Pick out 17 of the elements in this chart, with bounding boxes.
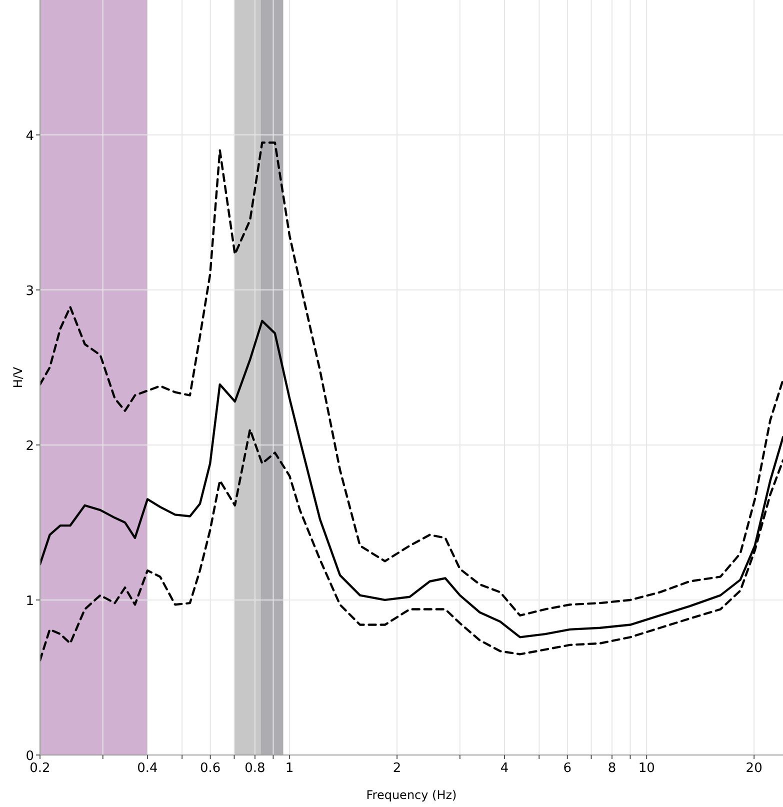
- y-tick-label: 4: [26, 128, 34, 144]
- x-tick-label: 0.6: [200, 761, 221, 776]
- x-axis-title: Frequency (Hz): [366, 788, 457, 802]
- x-tick-label: 0.4: [137, 761, 158, 776]
- x-tick-label: 0.2: [30, 761, 50, 776]
- x-tick-label: 0.8: [244, 761, 266, 776]
- x-tick-label: 6: [563, 761, 572, 776]
- x-tick-label: 20: [746, 761, 762, 776]
- x-tick-label: 2: [392, 761, 402, 776]
- y-tick-label: 1: [26, 594, 34, 609]
- y-tick-label: 2: [26, 438, 34, 454]
- y-axis-title: H/V: [11, 366, 25, 388]
- x-tick-label: 1: [285, 761, 294, 776]
- x-tick-label: 4: [500, 761, 509, 776]
- y-tick-label: 3: [26, 284, 34, 299]
- x-tick-label: 8: [608, 761, 616, 776]
- x-tick-label: 10: [638, 761, 655, 776]
